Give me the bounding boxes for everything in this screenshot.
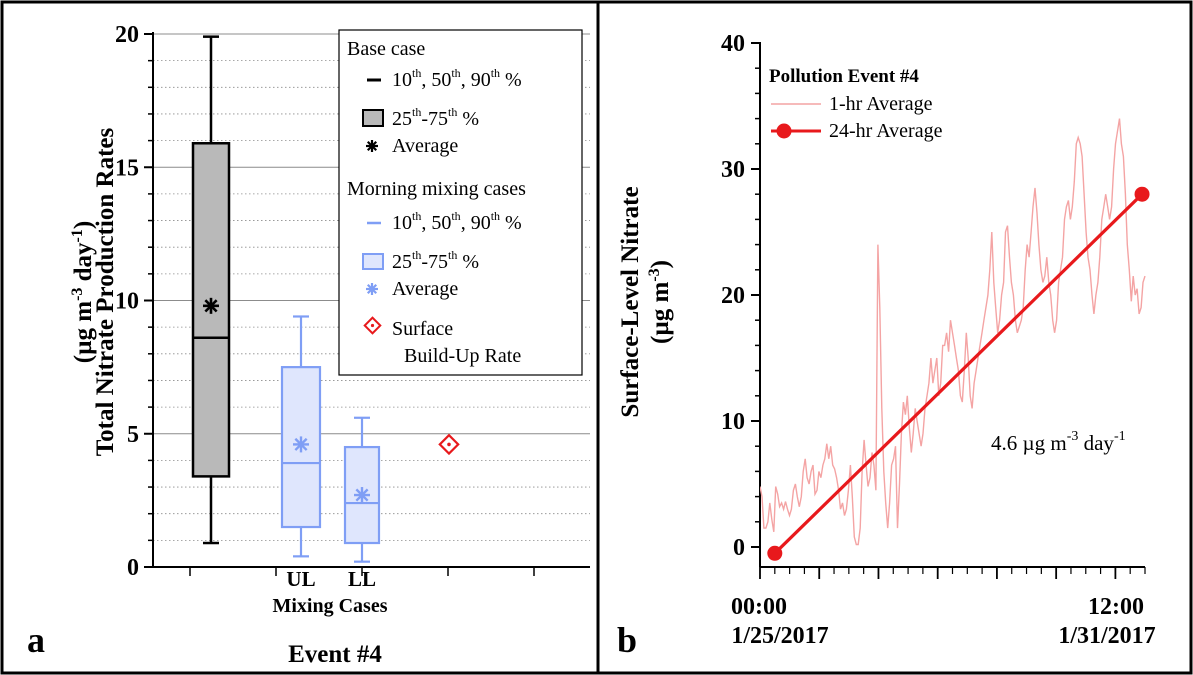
- y-tick-label: 30: [721, 157, 745, 183]
- legend-frame: [338, 29, 583, 376]
- legend-star-base: [366, 140, 378, 152]
- y-tick-label: 0: [733, 535, 745, 561]
- legend-star-mixing: [366, 283, 378, 295]
- legend-star-mixing-stroke: [366, 283, 378, 295]
- legend-24hr-marker: [776, 123, 792, 139]
- legend-1hr-label: 1-hr Average: [829, 93, 933, 115]
- x-tick-date-start: 1/25/2017: [731, 623, 828, 649]
- iqr-box: [191, 142, 231, 478]
- legend-surface-line2: Build-Up Rate: [404, 345, 521, 367]
- panel-a-y-axis-title-line2: (µg m-3 day-1): [69, 221, 97, 363]
- series-24hr-point: [767, 545, 783, 561]
- legend-24hr-label: 24-hr Average: [829, 120, 943, 142]
- mean-marker: [203, 297, 219, 314]
- panel-a-y-axis-title-line1: Total Nitrate Production Rates: [92, 128, 119, 457]
- mean-marker-stroke: [204, 299, 218, 313]
- legend-mixing-iqr: 25th-75th %: [392, 248, 479, 273]
- y-tick-label: 20: [115, 22, 139, 48]
- panel-a-axes: 0 5 10 15 20: [115, 22, 590, 581]
- y-tick-label: 15: [115, 155, 139, 181]
- legend-mixing-box-swatch: [362, 253, 384, 270]
- x-group-label: Mixing Cases: [273, 595, 388, 617]
- legend-base-header: Base case: [347, 38, 425, 60]
- legend-surface-diamond-dot: [370, 323, 375, 328]
- y-tick-label: 10: [115, 289, 139, 315]
- legend-mixing-percentiles: 10th, 50th, 90th %: [392, 209, 522, 234]
- event-label: Event #4: [288, 641, 382, 668]
- legend-star-base-stroke: [366, 140, 378, 152]
- panel-a-legend: Base case 10th, 50th, 90th % 25th-75th %…: [338, 29, 583, 376]
- legend-surface-line1: Surface: [392, 318, 453, 340]
- legend-base-box-swatch: [362, 109, 384, 127]
- y-tick-label: 5: [127, 422, 139, 448]
- legend-base-average-marker: [366, 140, 378, 152]
- legend-mixing-average-marker: [366, 283, 378, 295]
- x-tick-time-start: 00:00: [731, 594, 787, 620]
- y-tick-label: 40: [721, 31, 745, 57]
- series-24hr-average-line: [773, 193, 1144, 555]
- legend-base-percentiles: 10th, 50th, 90th %: [392, 66, 522, 91]
- y-tick-label: 20: [721, 283, 745, 309]
- series-24hr-point: [1134, 186, 1150, 202]
- panel-a-letter: a: [27, 620, 45, 660]
- y-tick-label: 0: [127, 555, 139, 581]
- mean-marker: [293, 436, 309, 453]
- legend-mixing-average: Average: [392, 278, 458, 300]
- panel-b-y-axis-title-line2: (µg m-3): [646, 260, 674, 344]
- x-tick-time-end: 12:00: [1088, 594, 1144, 620]
- y-tick-label: 10: [721, 409, 745, 435]
- mean-marker-stroke: [355, 488, 369, 502]
- panel-b-axes: 0 10 20 30 40: [721, 31, 1146, 579]
- panel-b-series: [760, 118, 1150, 561]
- legend-base-average: Average: [392, 135, 458, 157]
- box-ll: [343, 416, 381, 563]
- mean-marker: [354, 487, 370, 504]
- x-tick-label-ul: UL: [286, 567, 315, 591]
- panel-b-letter: b: [617, 620, 637, 660]
- surface-build-up-rate-dot: [447, 442, 451, 447]
- panel-b-legend: Pollution Event #4 1-hr Average 24-hr Av…: [769, 66, 943, 142]
- series-1hr-average-line: [760, 118, 1146, 546]
- x-tick-date-end: 1/31/2017: [1058, 623, 1155, 649]
- legend-surface-diamond: [363, 316, 382, 335]
- legend-morning-header: Morning mixing cases: [347, 178, 526, 200]
- box-ul: [280, 315, 322, 558]
- legend-b-title: Pollution Event #4: [769, 66, 919, 87]
- x-tick-label-ll: LL: [348, 567, 376, 591]
- rate-annotation: 4.6 µg m-3 day-1: [991, 429, 1126, 455]
- panel-b-y-axis-title-line1: Surface-Level Nitrate: [617, 186, 644, 417]
- panel-b: 0 10 20 30 40 Surface-Level Nitrate (µg m-3)…: [617, 31, 1156, 660]
- box-base-case: [191, 35, 231, 545]
- mean-marker-stroke: [294, 437, 308, 451]
- panel-a-boxes: [191, 35, 460, 563]
- legend-base-iqr: 25th-75th %: [392, 105, 479, 130]
